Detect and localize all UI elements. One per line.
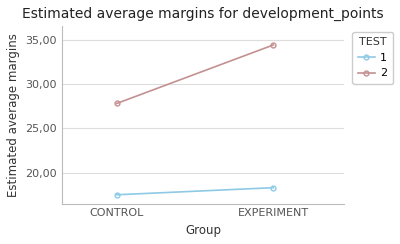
Legend: 1, 2: 1, 2 (352, 32, 393, 84)
Title: Estimated average margins for development_points: Estimated average margins for developmen… (22, 7, 384, 21)
Y-axis label: Estimated average margins: Estimated average margins (7, 33, 20, 197)
X-axis label: Group: Group (185, 224, 221, 237)
